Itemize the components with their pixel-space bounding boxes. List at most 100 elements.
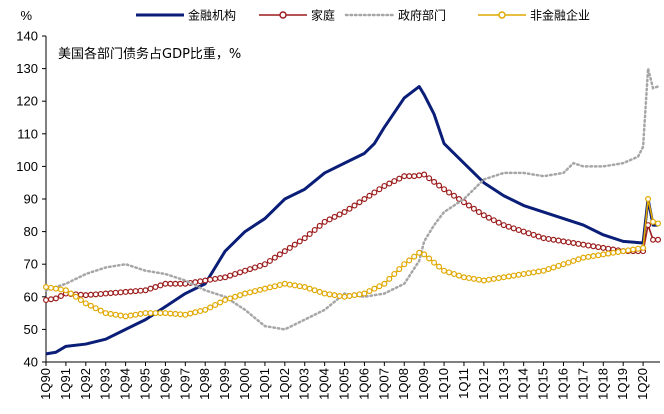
series-point xyxy=(311,226,318,233)
x-tick-label: 1Q01 xyxy=(257,368,272,400)
x-tick-label: 1Q97 xyxy=(177,368,192,400)
series-point xyxy=(431,259,438,266)
series-point xyxy=(640,244,647,251)
series-point xyxy=(167,280,174,287)
series-point xyxy=(107,290,114,297)
x-tick-label: 1Q96 xyxy=(157,368,172,400)
series-point xyxy=(152,310,159,317)
series-point xyxy=(202,277,209,284)
series-point xyxy=(142,310,149,317)
series-point xyxy=(570,240,577,247)
series-point xyxy=(52,295,59,302)
x-tick-label: 1Q09 xyxy=(416,368,431,400)
series-point xyxy=(271,254,278,261)
series-point xyxy=(316,222,323,229)
series-point xyxy=(331,292,338,299)
series-point xyxy=(381,280,388,287)
x-tick-label: 1Q14 xyxy=(516,368,531,400)
y-tick-label: 90 xyxy=(24,192,38,207)
series-point xyxy=(610,249,617,256)
x-tick-label: 1Q06 xyxy=(356,368,371,400)
series-point xyxy=(306,285,313,292)
series-layer xyxy=(42,68,662,356)
x-tick-label: 1Q99 xyxy=(217,368,232,400)
series-point xyxy=(197,308,204,315)
series-point xyxy=(396,175,403,182)
series-point xyxy=(271,283,278,290)
series-point xyxy=(217,275,224,282)
series-point xyxy=(346,292,353,299)
series-point xyxy=(192,309,199,316)
series-point xyxy=(321,290,328,297)
series-point xyxy=(356,199,363,206)
series-point xyxy=(391,270,398,277)
series-point xyxy=(575,240,582,247)
series-point xyxy=(137,287,144,294)
series-point xyxy=(441,186,448,193)
series-point xyxy=(132,288,139,295)
series-point xyxy=(281,248,288,255)
series-point xyxy=(520,270,527,277)
x-tick-label: 1Q93 xyxy=(98,368,113,400)
series-point xyxy=(475,276,482,283)
series-point xyxy=(57,286,64,293)
series-point xyxy=(97,307,104,314)
series-point xyxy=(102,310,109,317)
series-point xyxy=(645,196,652,203)
series-point xyxy=(177,280,184,287)
series-point xyxy=(127,288,134,295)
series-point xyxy=(625,247,632,254)
series-point xyxy=(276,251,283,258)
series-point xyxy=(187,310,194,317)
series-point xyxy=(147,285,154,292)
y-tick-label: 110 xyxy=(17,126,38,141)
series-point xyxy=(565,259,572,266)
series-point xyxy=(650,236,657,243)
series-point xyxy=(122,288,129,295)
series-point xyxy=(142,287,149,294)
series-point xyxy=(485,214,492,221)
series-point xyxy=(117,312,124,319)
series-point xyxy=(550,236,557,243)
y-tick-label: 120 xyxy=(16,94,38,109)
series-point xyxy=(515,271,522,278)
series-point xyxy=(167,310,174,317)
series-point xyxy=(306,231,313,238)
series-point xyxy=(386,180,393,187)
series-point xyxy=(227,272,234,279)
legend-marker xyxy=(279,11,287,19)
series-point xyxy=(152,284,159,291)
series-point xyxy=(401,261,408,268)
series-point xyxy=(535,233,542,240)
series-point xyxy=(311,287,318,294)
series-point xyxy=(620,248,627,255)
series-point xyxy=(505,273,512,280)
series-point xyxy=(107,310,114,317)
series-point xyxy=(336,211,343,218)
series-point xyxy=(381,182,388,189)
series-point xyxy=(237,292,244,299)
x-tick-label: 1Q91 xyxy=(58,368,73,400)
x-tick-label: 1Q10 xyxy=(436,368,451,400)
series-point xyxy=(212,301,219,308)
series-point xyxy=(406,173,413,180)
legend-marker xyxy=(498,11,506,19)
series-point xyxy=(127,312,134,319)
series-point xyxy=(446,189,453,196)
series-point xyxy=(600,251,607,258)
series-point xyxy=(555,262,562,269)
legend-item-1: 金融机构 xyxy=(136,8,236,23)
series-point xyxy=(361,290,368,297)
x-tick-label: 1Q02 xyxy=(277,368,292,400)
series-point xyxy=(361,196,368,203)
series-point xyxy=(520,228,527,235)
series-point xyxy=(182,311,189,318)
series-point xyxy=(655,236,662,243)
series-point xyxy=(42,297,49,304)
series-point xyxy=(495,275,502,282)
series-point xyxy=(117,289,124,296)
legend-label: 非金融企业 xyxy=(530,8,590,23)
series-point xyxy=(72,293,79,300)
series-point xyxy=(585,253,592,260)
series-point xyxy=(421,251,428,258)
